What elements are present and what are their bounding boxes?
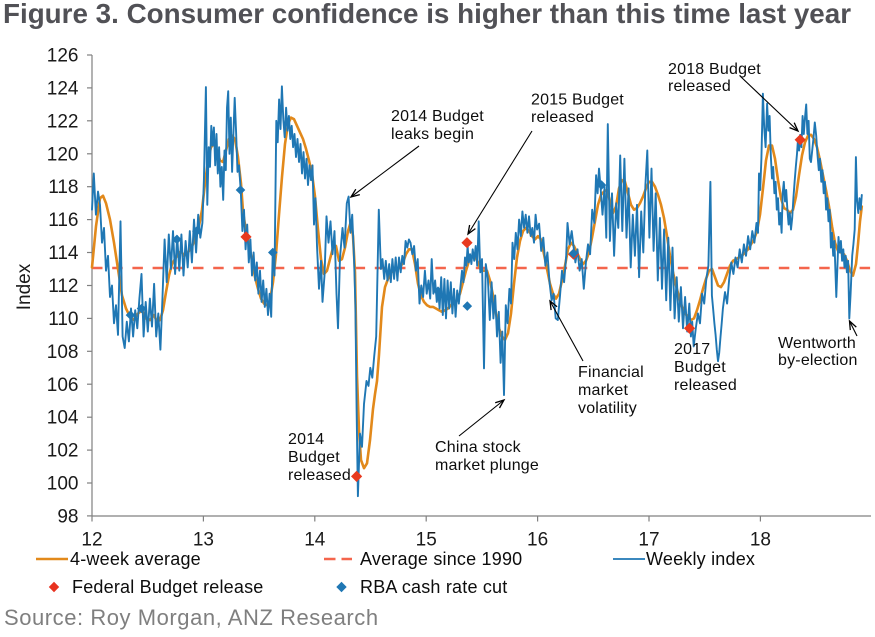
svg-text:124: 124 xyxy=(47,78,79,99)
svg-text:4-week average: 4-week average xyxy=(70,549,201,569)
svg-text:12: 12 xyxy=(81,530,102,551)
svg-text:market: market xyxy=(578,382,628,399)
svg-text:16: 16 xyxy=(527,530,548,551)
svg-text:114: 114 xyxy=(48,243,79,264)
svg-text:Weekly index: Weekly index xyxy=(646,549,755,569)
svg-text:released: released xyxy=(288,467,351,484)
svg-text:RBA cash rate cut: RBA cash rate cut xyxy=(360,577,507,597)
svg-text:released: released xyxy=(531,109,594,126)
svg-text:120: 120 xyxy=(47,144,79,165)
svg-text:116: 116 xyxy=(48,210,78,231)
svg-text:15: 15 xyxy=(416,530,437,551)
svg-text:2017: 2017 xyxy=(674,341,710,358)
svg-text:98: 98 xyxy=(57,506,78,527)
svg-text:Wentworth: Wentworth xyxy=(778,335,856,352)
svg-text:110: 110 xyxy=(48,309,78,330)
svg-text:Budget: Budget xyxy=(288,449,340,466)
svg-text:112: 112 xyxy=(48,276,78,297)
svg-text:126: 126 xyxy=(47,46,79,67)
svg-text:2015 Budget: 2015 Budget xyxy=(531,92,624,109)
svg-text:13: 13 xyxy=(193,530,214,551)
svg-text:Financial: Financial xyxy=(578,364,644,381)
svg-text:106: 106 xyxy=(47,375,79,396)
svg-text:100: 100 xyxy=(47,474,79,495)
svg-text:China stock: China stock xyxy=(435,439,522,456)
svg-text:17: 17 xyxy=(638,530,659,551)
svg-text:Federal Budget release: Federal Budget release xyxy=(72,577,264,597)
svg-text:Index: Index xyxy=(14,263,35,310)
svg-text:released: released xyxy=(668,78,731,95)
svg-text:122: 122 xyxy=(47,111,79,132)
svg-text:14: 14 xyxy=(304,530,326,551)
svg-text:104: 104 xyxy=(47,408,79,429)
svg-text:2014: 2014 xyxy=(288,431,324,448)
svg-text:Source: Roy Morgan, ANZ Resear: Source: Roy Morgan, ANZ Research xyxy=(4,605,379,630)
svg-text:2014 Budget: 2014 Budget xyxy=(391,108,484,125)
svg-text:by-election: by-election xyxy=(778,352,858,369)
svg-text:leaks begin: leaks begin xyxy=(391,126,474,143)
svg-text:Budget: Budget xyxy=(674,359,726,376)
svg-text:118: 118 xyxy=(48,177,78,198)
svg-text:Average since 1990: Average since 1990 xyxy=(360,549,522,569)
svg-text:2018 Budget: 2018 Budget xyxy=(668,61,761,78)
svg-text:market plunge: market plunge xyxy=(435,457,539,474)
svg-text:108: 108 xyxy=(47,342,79,363)
svg-text:18: 18 xyxy=(750,530,771,551)
svg-text:Figure 3. Consumer confidence: Figure 3. Consumer confidence is higher … xyxy=(3,0,851,29)
svg-text:volatility: volatility xyxy=(578,400,637,417)
svg-text:102: 102 xyxy=(47,441,79,462)
svg-text:released: released xyxy=(674,377,737,394)
